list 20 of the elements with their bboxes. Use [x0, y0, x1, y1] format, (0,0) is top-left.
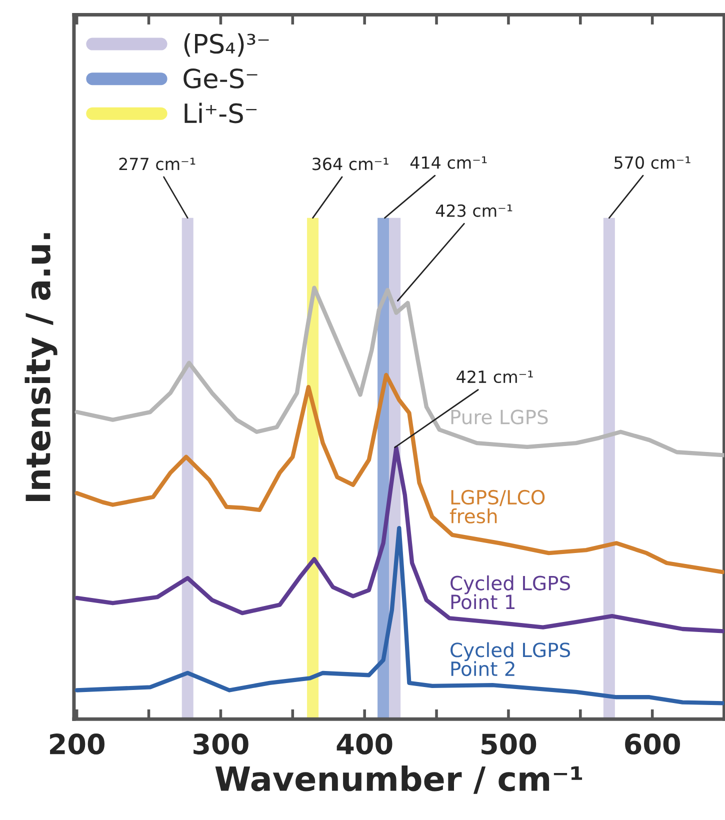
annotation: 423 cm⁻¹: [436, 204, 512, 217]
legend-label: Li⁺-S⁻: [184, 102, 257, 124]
x-tick-label: 300: [194, 734, 248, 755]
x-tick-label: 600: [625, 734, 680, 755]
series-label: LGPS/LCO fresh: [450, 490, 545, 524]
legend-label: (PS₄)³⁻: [184, 33, 269, 57]
annotation: 421 cm⁻¹: [456, 370, 533, 384]
series-label: Pure LGPS: [451, 410, 548, 424]
x-tick-label: 200: [50, 734, 104, 755]
series-label: Cycled LGPS Point 2: [450, 642, 570, 676]
x-tick-label: 500: [482, 734, 536, 755]
legend-label: Ge-S⁻: [184, 68, 258, 88]
annotation: 277 cm⁻¹: [119, 158, 196, 170]
x-tick-label: 400: [336, 734, 392, 755]
annotation: 570 cm⁻¹: [614, 156, 690, 169]
annotation: 414 cm⁻¹: [410, 156, 487, 169]
series-label: Cycled LGPS Point 1: [450, 575, 570, 610]
y-axis-title: Intensity / a.u.: [24, 233, 58, 502]
x-axis-title: Wavenumber / cm⁻¹: [215, 765, 582, 794]
annotation: 364 cm⁻¹: [312, 158, 388, 170]
